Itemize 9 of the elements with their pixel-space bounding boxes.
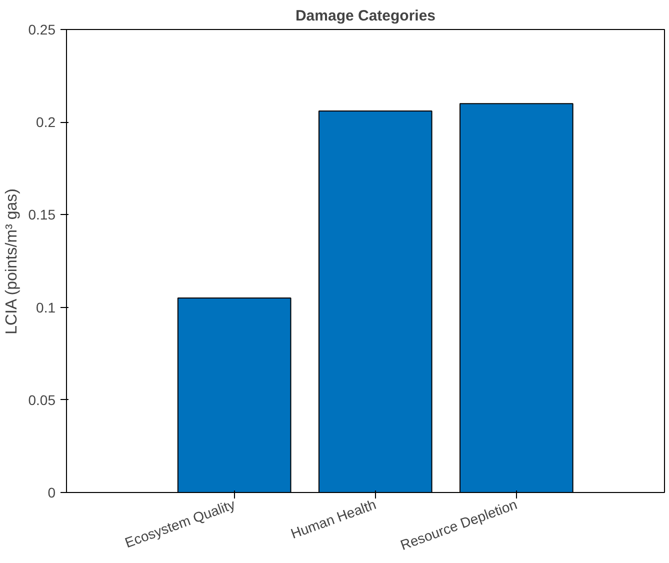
- y-tick-label: 0.2: [36, 114, 56, 130]
- y-tick-label: 0.05: [28, 392, 56, 408]
- y-tick-label: 0.1: [36, 299, 56, 316]
- y-tick-label: 0.25: [28, 22, 56, 38]
- chart-title: Damage Categories: [295, 8, 436, 24]
- x-tick-label: Human Health: [288, 496, 378, 542]
- y-tick-label: 0.15: [28, 206, 56, 223]
- y-tick-label: 0: [48, 484, 56, 500]
- y-axis-title: LCIA (points/m³ gas): [3, 188, 20, 334]
